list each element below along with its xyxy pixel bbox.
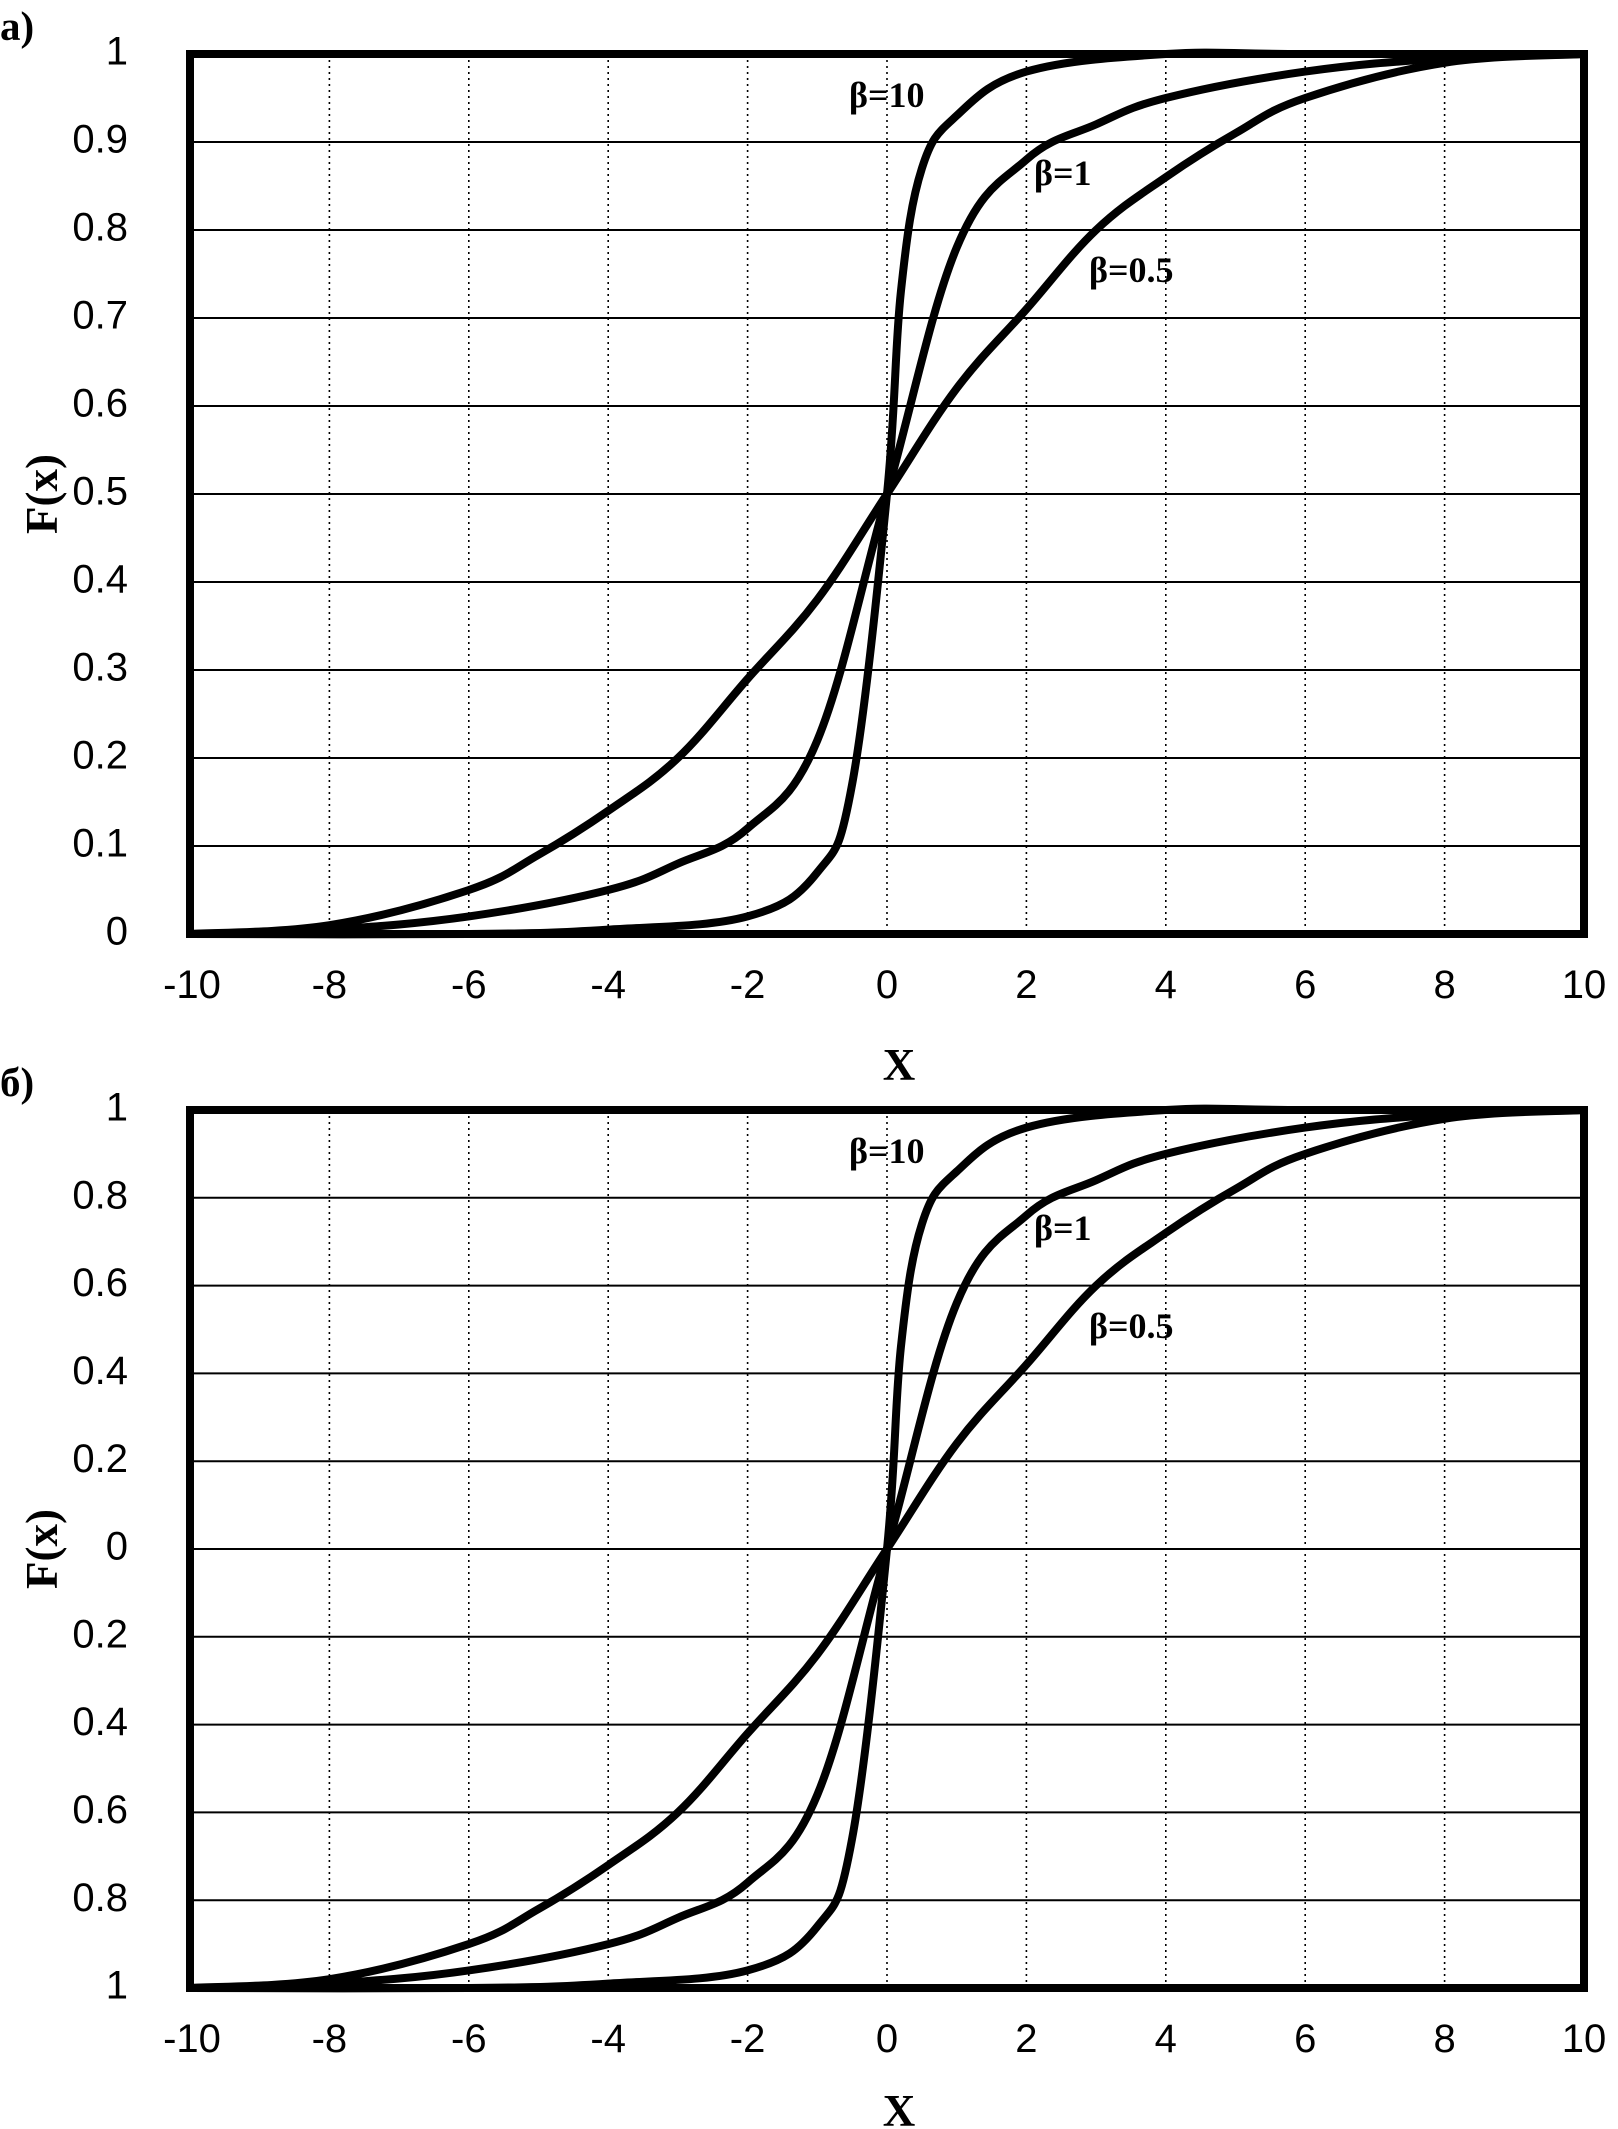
y-tick-label: 0 xyxy=(106,910,128,954)
y-tick-label: 0.8 xyxy=(72,1876,128,1920)
y-tick-label: 0.6 xyxy=(72,1261,128,1305)
plot-frame xyxy=(186,1106,1588,1992)
x-tick-label: -8 xyxy=(312,963,348,1007)
y-tick-label: 0.2 xyxy=(72,734,128,778)
x-tick-label: -10 xyxy=(163,963,221,1007)
y-axis-label: F(x) xyxy=(17,454,67,534)
x-tick-label: -4 xyxy=(590,963,626,1007)
x-tick-label: 6 xyxy=(1294,963,1316,1007)
x-tick-label: 8 xyxy=(1433,2017,1455,2061)
x-axis-label: X xyxy=(883,2086,916,2129)
x-tick-label: 6 xyxy=(1294,2017,1316,2061)
y-tick-label: 0.2 xyxy=(72,1612,128,1656)
x-tick-label: -6 xyxy=(451,963,487,1007)
x-tick-label: 2 xyxy=(1015,963,1037,1007)
x-tick-label: -4 xyxy=(590,2017,626,2061)
y-tick-label: 1 xyxy=(106,30,128,74)
x-tick-label: 8 xyxy=(1433,963,1455,1007)
x-tick-label: -6 xyxy=(451,2017,487,2061)
panel-label: б) xyxy=(0,1059,34,1105)
series-label: β=0.5 xyxy=(1089,250,1173,290)
panel-a: а) 0 0.1 0.2 0.3 0.4 0.5 0.6 0.7 0.8 0.9 1 -10 -8 -6 -4… xyxy=(0,3,1606,1090)
y-tick-label: 0.3 xyxy=(72,646,128,690)
plot-frame xyxy=(186,50,1588,938)
y-tick-label: 0.6 xyxy=(72,1788,128,1832)
series-label: β=0.5 xyxy=(1089,1306,1173,1346)
y-tick-label: 0.4 xyxy=(72,1700,128,1744)
x-tick-label: -2 xyxy=(730,963,766,1007)
y-tick-label: 0.2 xyxy=(72,1437,128,1481)
series-label: β=1 xyxy=(1034,1208,1091,1248)
x-axis-label: X xyxy=(883,1040,916,1090)
x-tick-label: 2 xyxy=(1015,2017,1037,2061)
y-tick-label: 0.4 xyxy=(72,1349,128,1393)
x-tick-label: -8 xyxy=(312,2017,348,2061)
x-tick-label: 4 xyxy=(1155,2017,1177,2061)
series-label: β=10 xyxy=(849,1131,924,1171)
y-tick-label: 1 xyxy=(106,1964,128,2008)
y-tick-label: 0.7 xyxy=(72,294,128,338)
x-tick-label: 10 xyxy=(1562,963,1607,1007)
x-tick-label: -10 xyxy=(163,2017,221,2061)
y-axis-label: F(x) xyxy=(17,1509,67,1589)
series-label: β=10 xyxy=(849,75,924,115)
panel-b: б) 1 0.8 0.6 0.4 0.2 0 0.2 0.4 0.6 0.8 1 -10 -8 -6 -4 -2… xyxy=(0,1059,1606,2129)
y-tick-label: 0.5 xyxy=(72,470,128,514)
x-tick-label: 4 xyxy=(1155,963,1177,1007)
x-tick-label: -2 xyxy=(730,2017,766,2061)
series-line-2 xyxy=(186,1106,1588,1992)
series-label: β=1 xyxy=(1034,153,1091,193)
y-tick-label: 0.4 xyxy=(72,558,128,602)
y-tick-label: 0.8 xyxy=(72,206,128,250)
x-tick-label: 0 xyxy=(876,963,898,1007)
series-line-2 xyxy=(186,50,1588,938)
x-tick-label: 0 xyxy=(876,2017,898,2061)
panel-label: а) xyxy=(0,3,34,49)
y-tick-label: 0.6 xyxy=(72,382,128,426)
x-tick-label: 10 xyxy=(1562,2017,1607,2061)
y-tick-label: 1 xyxy=(106,1086,128,1130)
y-tick-label: 0.1 xyxy=(72,822,128,866)
y-tick-label: 0.8 xyxy=(72,1173,128,1217)
y-tick-label: 0 xyxy=(106,1525,128,1569)
y-tick-label: 0.9 xyxy=(72,118,128,162)
